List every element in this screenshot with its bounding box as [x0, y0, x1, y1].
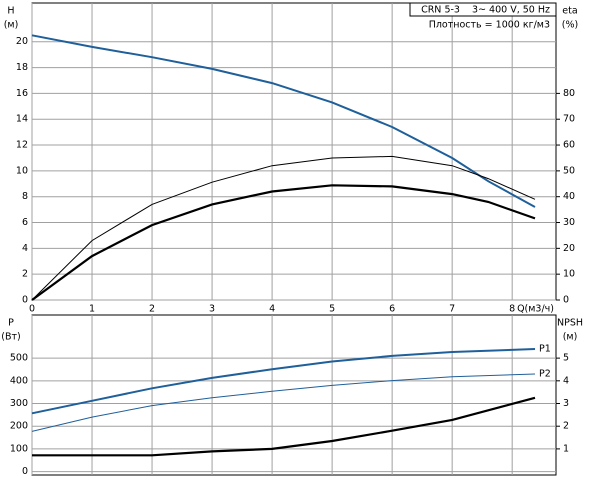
y-tick-label: 20 — [16, 36, 28, 47]
y2-tick-label: 40 — [563, 191, 575, 202]
y2-tick-label: 1 — [563, 443, 569, 454]
y-tick-label: 14 — [16, 114, 28, 125]
y2-axis-label: NPSH — [557, 318, 583, 329]
x-tick-label: 0 — [29, 304, 35, 315]
legend-box — [409, 2, 557, 17]
x-tick-label: 8 — [509, 304, 515, 315]
series-line — [31, 155, 536, 301]
y-axis-label: (м) — [4, 20, 19, 31]
y2-axis-label: eta — [562, 6, 577, 17]
y-tick-label: 500 — [10, 353, 28, 364]
x-tick-label: 4 — [269, 304, 275, 315]
y-axis-label: P — [8, 318, 14, 329]
y-tick-label: 16 — [16, 88, 28, 99]
plot-area — [31, 314, 557, 476]
legend-text: Плотность = 1000 кг/м3 — [429, 20, 550, 31]
y2-tick-label: 50 — [563, 165, 575, 176]
y-axis-label: (Вт) — [1, 332, 20, 343]
y2-tick-label: 80 — [563, 88, 575, 99]
y-tick-label: 4 — [22, 243, 28, 254]
series-line — [31, 184, 536, 301]
y-tick-label: 2 — [22, 269, 28, 280]
y2-axis-label: (%) — [562, 20, 578, 31]
y-tick-label: 100 — [10, 443, 28, 454]
y2-tick-label: 60 — [563, 140, 575, 151]
y-tick-label: 8 — [22, 191, 28, 202]
y-tick-label: 0 — [22, 295, 28, 306]
legend-text: CRN 5-3 3~ 400 V, 50 Hz — [421, 5, 550, 16]
y2-tick-label: 20 — [563, 243, 575, 254]
y2-tick-label: 30 — [563, 217, 575, 228]
y2-tick-label: 0 — [563, 295, 569, 306]
y2-tick-label: 3 — [563, 398, 569, 409]
y-tick-label: 18 — [16, 62, 28, 73]
plot-area — [31, 2, 557, 301]
y2-axis-label: (м) — [563, 332, 578, 343]
y-tick-label: 0 — [22, 466, 28, 477]
x-tick-label: 3 — [209, 304, 215, 315]
x-tick-label: 7 — [449, 304, 455, 315]
y2-tick-label: 2 — [563, 421, 569, 432]
y2-tick-label: 10 — [563, 269, 575, 280]
series-line — [31, 34, 536, 208]
series-line — [31, 348, 536, 415]
x-tick-label: 2 — [149, 304, 155, 315]
y-tick-label: 10 — [16, 165, 28, 176]
y-tick-label: 200 — [10, 421, 28, 432]
series-line — [31, 373, 536, 432]
y-tick-label: 12 — [16, 140, 28, 151]
x-tick-label: 1 — [89, 304, 95, 315]
series-line — [32, 396, 536, 457]
series-label: P2 — [539, 369, 551, 380]
y2-tick-label: 4 — [563, 375, 569, 386]
y-tick-label: 300 — [10, 398, 28, 409]
y-tick-label: 6 — [22, 217, 28, 228]
x-axis-label: Q(м3/ч) — [517, 304, 554, 315]
y2-tick-label: 70 — [563, 114, 575, 125]
y-tick-label: 400 — [10, 375, 28, 386]
y2-tick-label: 5 — [563, 353, 569, 364]
x-tick-label: 5 — [329, 304, 335, 315]
x-tick-label: 6 — [389, 304, 395, 315]
y-axis-label: H — [7, 6, 14, 17]
series-label: P1 — [539, 344, 551, 355]
